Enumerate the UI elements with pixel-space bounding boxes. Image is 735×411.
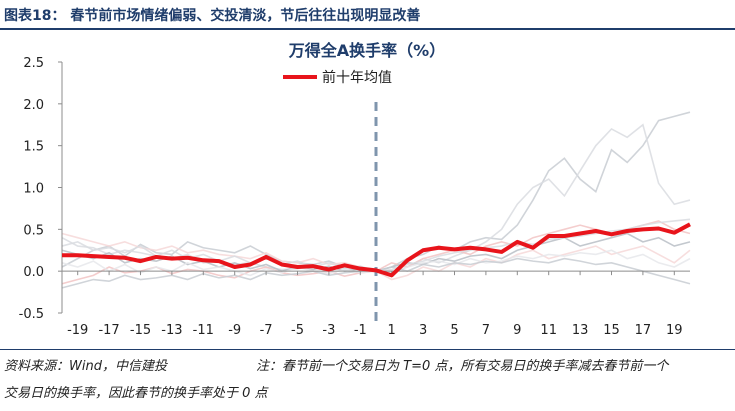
x-tick-label: -19 bbox=[67, 323, 88, 338]
y-tick-label: 0.5 bbox=[23, 223, 44, 238]
x-tick-label: -1 bbox=[354, 323, 367, 338]
x-tick-label: 5 bbox=[450, 323, 458, 338]
x-tick-label: 9 bbox=[513, 323, 521, 338]
x-tick-label: -13 bbox=[161, 323, 182, 338]
footnote-line-2: 交易日的换手率，因此春节的换手率处于 0 点 bbox=[4, 386, 268, 401]
x-tick-label: -3 bbox=[322, 323, 335, 338]
x-tick-label: 3 bbox=[419, 323, 427, 338]
x-tick-label: 17 bbox=[635, 323, 652, 338]
x-tick-label: -5 bbox=[291, 323, 304, 338]
turnover-line-chart: 2.52.01.51.00.50.0-0.5 -19 -17 -15 -13 -11 -9… bbox=[19, 41, 691, 338]
x-tick-label: 7 bbox=[482, 323, 490, 338]
x-tick-label: 15 bbox=[603, 323, 620, 338]
x-tick-label: -17 bbox=[98, 323, 119, 338]
y-tick-labels: 2.5 2.0 1.5 1.0 0.5 0.0 -0.5 bbox=[19, 56, 62, 322]
x-tick-label: -9 bbox=[228, 323, 241, 338]
y-tick-label: 1.0 bbox=[23, 182, 44, 197]
footnote-line-1: 注：春节前一个交易日为 T=0 点，所有交易日的换手率减去春节前一个 bbox=[256, 359, 669, 374]
x-tick-label: -15 bbox=[130, 323, 151, 338]
x-tick-label: 13 bbox=[572, 323, 589, 338]
highlight-series-line bbox=[62, 222, 691, 278]
header-rule bbox=[0, 28, 735, 30]
y-tick-label: -0.5 bbox=[19, 307, 44, 322]
legend: 前十年均值 bbox=[283, 69, 392, 86]
x-tick-label: 11 bbox=[540, 323, 557, 338]
legend-label: 前十年均值 bbox=[322, 69, 392, 86]
y-tick-label: 0.0 bbox=[23, 265, 44, 280]
x-tick-label: 1 bbox=[388, 323, 396, 338]
y-tick-label: 1.5 bbox=[23, 140, 44, 155]
y-tick-label: 2.0 bbox=[23, 98, 44, 113]
x-tick-label: 19 bbox=[666, 323, 683, 338]
footer-rule bbox=[0, 349, 735, 350]
figure-title: 图表18： 春节前市场情绪偏弱、交投清淡，节后往往出现明显改善 bbox=[4, 8, 421, 24]
x-tick-labels: -19 -17 -15 -13 -11 -9 -7 -5 -3 -1 1 3 5 7 9 11 13 15 17 19 bbox=[67, 271, 683, 338]
chart-title: 万得全A换手率（%） bbox=[288, 41, 445, 60]
x-tick-label: -7 bbox=[260, 323, 273, 338]
y-tick-label: 2.5 bbox=[23, 56, 44, 71]
source-note: 资料来源：Wind，中信建投 bbox=[4, 359, 167, 374]
x-tick-label: -11 bbox=[193, 323, 214, 338]
